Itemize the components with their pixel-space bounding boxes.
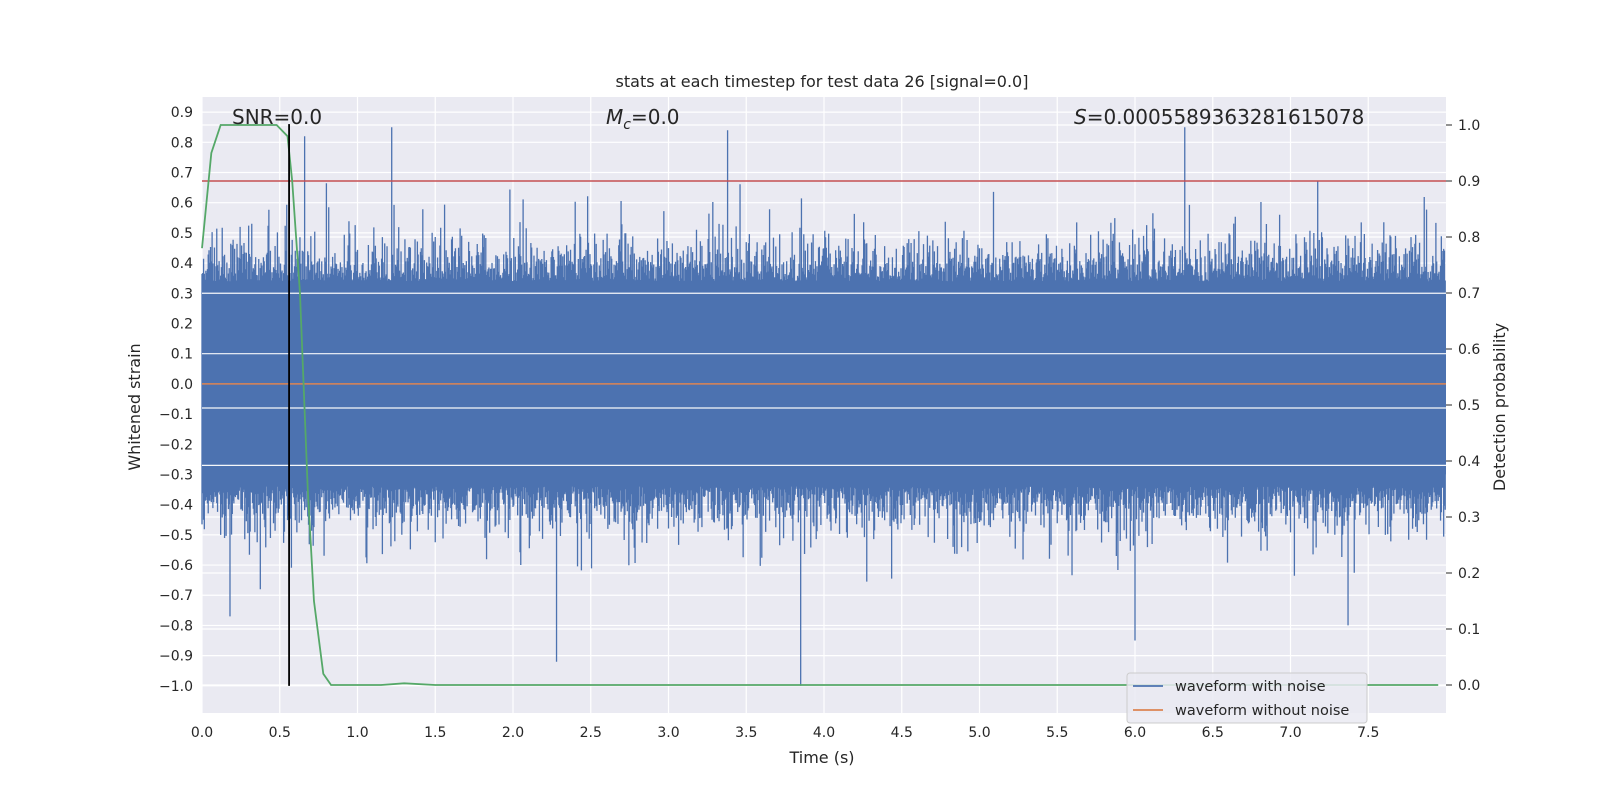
snr-annotation: SNR=0.0 <box>232 105 322 129</box>
y-tick-label: −0.4 <box>159 498 193 514</box>
y-tick-label: −0.1 <box>159 407 193 423</box>
score-value: =0.0005589363281615078 <box>1087 105 1365 129</box>
y-tick-label: 0.0 <box>171 377 193 393</box>
chirp-mass-symbol: M <box>606 105 623 129</box>
x-tick-label: 7.5 <box>1357 725 1379 741</box>
x-tick-label: 4.0 <box>813 725 835 741</box>
legend-label-noise: waveform with noise <box>1175 679 1326 695</box>
y-tick-label: 0.6 <box>171 196 193 212</box>
legend-label-no-noise: waveform without noise <box>1175 703 1349 719</box>
y-tick-label: 0.9 <box>171 105 193 121</box>
right-tick-label: 1.0 <box>1458 118 1480 134</box>
chirp-mass-value: =0.0 <box>631 105 680 129</box>
y-tick-label: −0.5 <box>159 528 193 544</box>
chart-title: stats at each timestep for test data 26 … <box>616 72 1029 91</box>
x-tick-label: 1.0 <box>346 725 368 741</box>
right-tick-label: 0.6 <box>1458 342 1480 358</box>
score-annotation: S=0.0005589363281615078 <box>1074 105 1364 129</box>
y-tick-label: 0.4 <box>171 256 193 272</box>
x-tick-label: 4.5 <box>891 725 913 741</box>
right-tick-label: 0.2 <box>1458 566 1480 582</box>
right-tick-label: 0.7 <box>1458 286 1480 302</box>
series-detection-probability <box>201 124 1439 686</box>
lines-layer <box>201 124 1446 686</box>
legend: waveform with noise waveform without noi… <box>1126 672 1368 724</box>
x-tick-label: 1.5 <box>424 725 446 741</box>
y-tick-label: −0.2 <box>159 437 193 453</box>
right-axis-ticks: 1.0 0.9 0.8 0.7 0.6 0.5 0.4 0.3 0.2 0.1 0.0 <box>1446 118 1480 694</box>
x-tick-label: 0.5 <box>269 725 291 741</box>
y-tick-label: −0.6 <box>159 558 193 574</box>
y-tick-label: −0.9 <box>159 649 193 665</box>
y-tick-label: −0.3 <box>159 467 193 483</box>
y-tick-label: −0.7 <box>159 588 193 604</box>
y-tick-label: 0.5 <box>171 226 193 242</box>
y-axis-label: Whitened strain <box>125 343 144 470</box>
x-tick-label: 6.0 <box>1124 725 1146 741</box>
legend-box <box>1126 672 1368 724</box>
x-tick-label: 7.0 <box>1279 725 1301 741</box>
right-tick-label: 0.4 <box>1458 454 1480 470</box>
right-tick-label: 0.8 <box>1458 230 1480 246</box>
right-tick-label: 0.0 <box>1458 678 1480 694</box>
y-tick-label: 0.8 <box>171 135 193 151</box>
x-tick-label: 6.5 <box>1202 725 1224 741</box>
y-axis-ticks: 0.9 0.8 0.7 0.6 0.5 0.4 0.3 0.2 0.1 0.0 −0.1 −0.2 −0… <box>159 105 193 695</box>
y-tick-label: 0.7 <box>171 165 193 181</box>
right-tick-label: 0.1 <box>1458 622 1480 638</box>
x-tick-label: 3.5 <box>735 725 757 741</box>
x-tick-label: 0.0 <box>191 725 213 741</box>
right-axis-label: Detection probability <box>1490 323 1509 491</box>
y-tick-label: −0.8 <box>159 618 193 634</box>
x-tick-label: 5.0 <box>968 725 990 741</box>
chirp-mass-subscript: c <box>623 117 631 133</box>
x-tick-label: 2.5 <box>580 725 602 741</box>
x-tick-label: 3.0 <box>657 725 679 741</box>
chirp-mass-annotation: Mc=0.0 <box>606 105 680 133</box>
y-tick-label: −1.0 <box>159 679 193 695</box>
right-tick-label: 0.5 <box>1458 398 1480 414</box>
x-axis-ticks: 0.0 0.5 1.0 1.5 2.0 2.5 3.0 3.5 4.0 4.5 5.0 5.5 6.0 6… <box>191 725 1380 741</box>
right-tick-label: 0.3 <box>1458 510 1480 526</box>
score-symbol: S <box>1074 105 1087 129</box>
series-waveform-with-noise <box>201 124 1446 686</box>
y-tick-label: 0.2 <box>171 316 193 332</box>
x-tick-label: 5.5 <box>1046 725 1068 741</box>
right-tick-label: 0.9 <box>1458 174 1480 190</box>
x-axis-label: Time (s) <box>788 748 854 767</box>
y-tick-label: 0.3 <box>171 286 193 302</box>
y-tick-label: 0.1 <box>171 347 193 363</box>
x-tick-label: 2.0 <box>502 725 524 741</box>
